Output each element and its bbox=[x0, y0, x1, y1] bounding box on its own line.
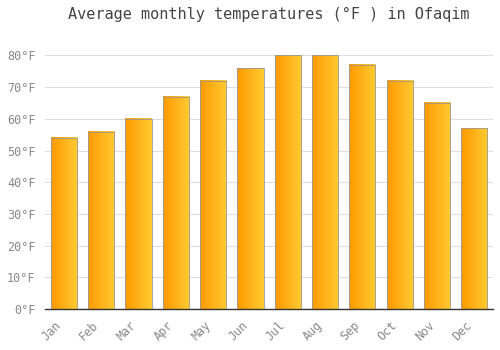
Bar bbox=[462, 128, 487, 309]
Bar bbox=[350, 65, 376, 309]
Bar bbox=[424, 103, 450, 309]
Bar bbox=[51, 138, 77, 309]
Title: Average monthly temperatures (°F ) in Ofaqim: Average monthly temperatures (°F ) in Of… bbox=[68, 7, 470, 22]
Bar bbox=[274, 55, 301, 309]
Bar bbox=[386, 81, 413, 309]
Bar bbox=[312, 55, 338, 309]
Bar bbox=[162, 97, 189, 309]
Bar bbox=[88, 132, 114, 309]
Bar bbox=[238, 68, 264, 309]
Bar bbox=[126, 119, 152, 309]
Bar bbox=[200, 81, 226, 309]
